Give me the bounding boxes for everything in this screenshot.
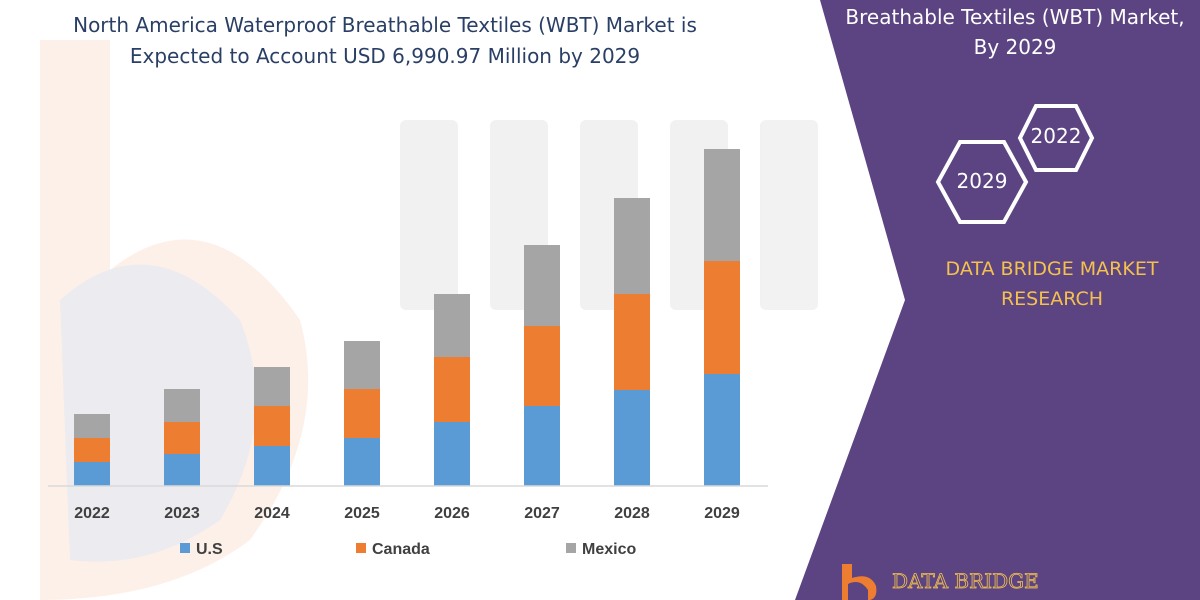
legend-item-us: U.S xyxy=(180,541,223,559)
hex-2029-label: 2029 xyxy=(956,169,1008,193)
chart-title: North America Waterproof Breathable Text… xyxy=(40,10,730,72)
brand-name-line2: RESEARCH xyxy=(1000,288,1104,310)
x-tick-labels: 2022 2023 2024 2025 2026 2027 2028 2029 xyxy=(74,505,740,522)
x-tick-label-2025: 2025 xyxy=(344,505,380,522)
bar-canada-2024 xyxy=(254,406,290,446)
x-tick-label-2029: 2029 xyxy=(704,505,740,522)
x-tick-label-2026: 2026 xyxy=(434,505,470,522)
bar-mexico-2022 xyxy=(74,414,110,438)
bar-us-2029 xyxy=(704,374,740,486)
bar-canada-2023 xyxy=(164,422,200,454)
bar-us-2023 xyxy=(164,454,200,486)
company-logo: DATA BRIDGE xyxy=(842,564,1039,600)
bar-mexico-2026 xyxy=(434,294,470,357)
bar-mexico-2028 xyxy=(614,198,650,294)
bar-us-2025 xyxy=(344,438,380,486)
legend-item-mexico: Mexico xyxy=(566,541,636,559)
bar-mexico-2029 xyxy=(704,149,740,261)
chart-title-line2: Expected to Account USD 6,990.97 Million… xyxy=(129,44,641,68)
chart-title-line1: North America Waterproof Breathable Text… xyxy=(73,13,697,37)
bar-us-2027 xyxy=(524,406,560,486)
x-tick-label-2027: 2027 xyxy=(524,505,560,522)
legend-item-canada: Canada xyxy=(356,541,430,559)
legend-swatch-mexico xyxy=(566,543,576,553)
x-tick-label-2023: 2023 xyxy=(164,505,200,522)
bar-us-2024 xyxy=(254,446,290,486)
x-tick-label-2024: 2024 xyxy=(254,505,290,522)
bar-mexico-2024 xyxy=(254,367,290,406)
legend-label-canada: Canada xyxy=(372,541,430,558)
panel-title: Breathable Textiles (WBT) Market, By 202… xyxy=(815,2,1200,62)
logo-text: DATA BRIDGE xyxy=(892,569,1039,593)
hex-2022-label: 2022 xyxy=(1030,124,1082,148)
bar-mexico-2025 xyxy=(344,341,380,389)
panel-title-line2: By 2029 xyxy=(973,35,1057,59)
hexagon-2022-icon xyxy=(1017,104,1095,172)
legend-swatch-us xyxy=(180,543,190,553)
bar-mexico-2027 xyxy=(524,245,560,326)
brand-name-line1: DATA BRIDGE MARKET xyxy=(945,258,1159,280)
legend-label-us: U.S xyxy=(196,541,223,558)
panel-title-line1: Breathable Textiles (WBT) Market, xyxy=(845,5,1185,29)
bar-canada-2029 xyxy=(704,261,740,374)
bar-canada-2022 xyxy=(74,438,110,462)
x-tick-label-2022: 2022 xyxy=(74,505,110,522)
brand-name: DATA BRIDGE MARKET RESEARCH xyxy=(918,254,1186,314)
bar-canada-2026 xyxy=(434,357,470,422)
legend-label-mexico: Mexico xyxy=(582,541,637,558)
bar-us-2028 xyxy=(614,390,650,486)
hexagon-2029-icon xyxy=(935,140,1029,224)
bar-us-2022 xyxy=(74,462,110,486)
panel-shape xyxy=(795,0,1200,600)
bar-canada-2028 xyxy=(614,294,650,390)
bar-canada-2025 xyxy=(344,389,380,438)
bar-mexico-2023 xyxy=(164,389,200,422)
bar-canada-2027 xyxy=(524,326,560,406)
x-tick-label-2028: 2028 xyxy=(614,505,650,522)
bars-group xyxy=(74,149,740,486)
bar-us-2026 xyxy=(434,422,470,486)
legend-swatch-canada xyxy=(356,543,366,553)
